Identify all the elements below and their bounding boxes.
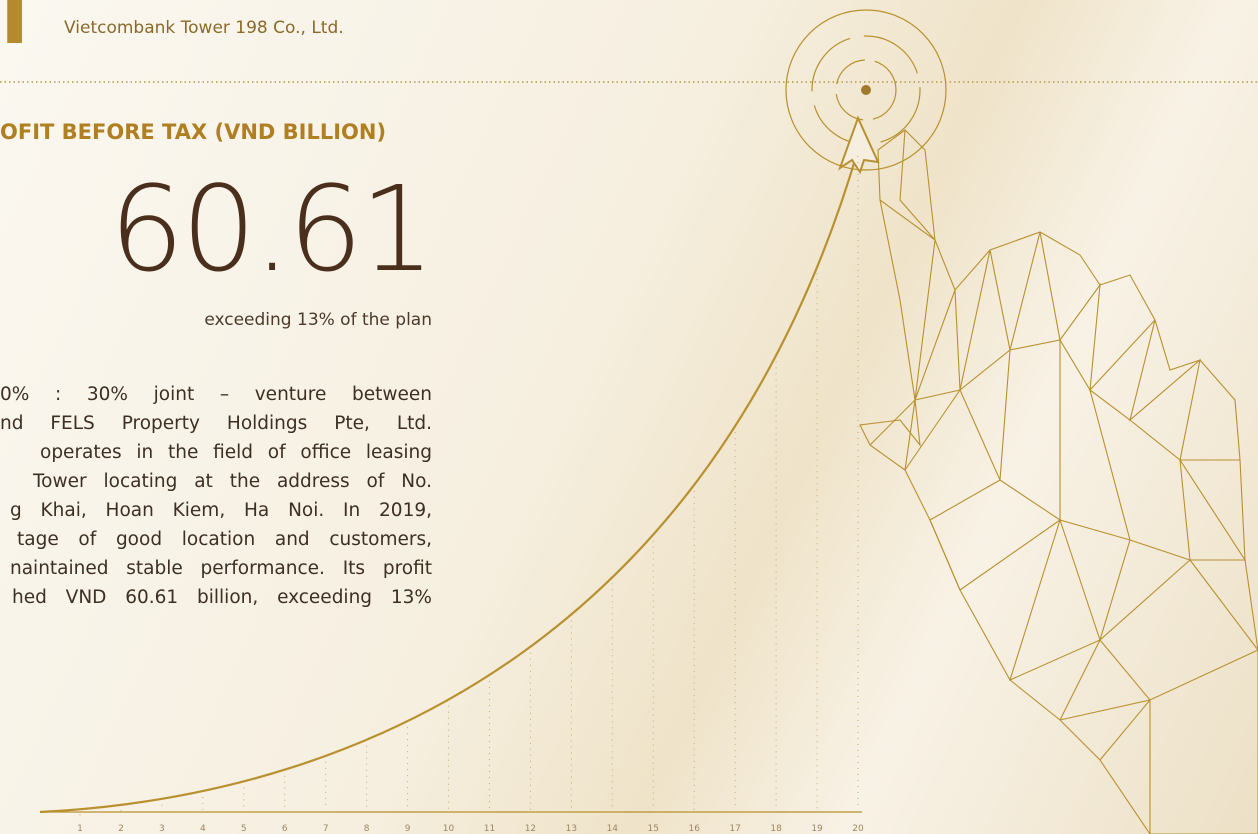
paragraph-line: naintained stable performance. Its profi… bbox=[10, 558, 432, 579]
target-dot bbox=[861, 85, 871, 95]
axis-label: 7 bbox=[323, 824, 329, 834]
axis-label: 16 bbox=[688, 824, 700, 834]
axis-label: 11 bbox=[484, 824, 495, 834]
paragraph-line: operates in the field of office leasing bbox=[40, 442, 432, 463]
paragraph-line: nd FELS Property Holdings Pte, Ltd. bbox=[0, 413, 432, 434]
axis-label: 15 bbox=[648, 824, 659, 834]
axis-label: 3 bbox=[159, 824, 165, 834]
axis-label: 12 bbox=[525, 824, 536, 834]
axis-label: 9 bbox=[405, 824, 411, 834]
axis-label: 19 bbox=[811, 824, 823, 834]
section-letter: T bbox=[0, 0, 42, 62]
paragraph-line: g Khai, Hoan Kiem, Ha Noi. In 2019, bbox=[10, 500, 432, 521]
axis-label: 13 bbox=[566, 824, 577, 834]
axis-label: 1 bbox=[77, 824, 83, 834]
paragraph-line: Tower locating at the address of No. bbox=[33, 471, 432, 492]
axis-label: 8 bbox=[364, 824, 370, 834]
paragraph-line: tage of good location and customers, bbox=[17, 529, 432, 550]
axis-label: 5 bbox=[241, 824, 247, 834]
axis-label: 10 bbox=[443, 824, 455, 834]
company-name: Vietcombank Tower 198 Co., Ltd. bbox=[64, 18, 344, 38]
key-figure-note: exceeding 13% of the plan bbox=[204, 310, 432, 330]
axis-label: 17 bbox=[729, 824, 740, 834]
paragraph-line: 0% : 30% joint – venture between bbox=[0, 384, 432, 405]
polygon-hand bbox=[859, 129, 1258, 834]
key-figure: 60.61 bbox=[109, 160, 435, 298]
axis-label: 6 bbox=[282, 824, 288, 834]
arrow-head bbox=[838, 115, 880, 175]
axis-label: 14 bbox=[607, 824, 619, 834]
axis-label: 2 bbox=[118, 824, 124, 834]
growth-curve bbox=[39, 149, 860, 814]
paragraph-line: hed VND 60.61 billion, exceeding 13% bbox=[12, 587, 432, 608]
section-title: OFIT BEFORE TAX (VND BILLION) bbox=[0, 120, 387, 144]
axis-label: 4 bbox=[200, 824, 206, 834]
axis-label: 20 bbox=[852, 824, 864, 834]
axis-label: 18 bbox=[770, 824, 782, 834]
